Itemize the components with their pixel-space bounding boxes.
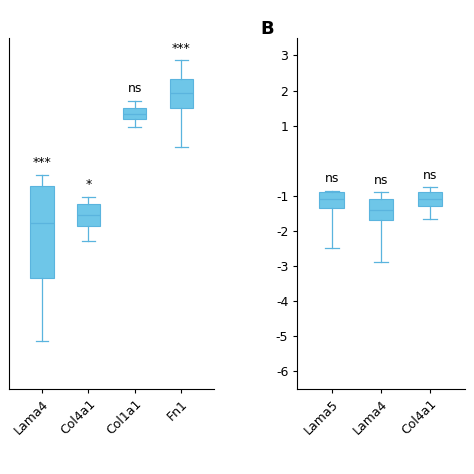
FancyBboxPatch shape — [77, 204, 100, 226]
Text: ***: *** — [172, 42, 191, 55]
FancyBboxPatch shape — [319, 192, 344, 208]
Text: ns: ns — [374, 174, 388, 187]
Text: ***: *** — [33, 156, 51, 169]
Text: ns: ns — [325, 172, 339, 185]
Text: ns: ns — [128, 82, 142, 95]
FancyBboxPatch shape — [30, 186, 54, 278]
FancyBboxPatch shape — [418, 192, 442, 206]
FancyBboxPatch shape — [369, 199, 393, 220]
FancyBboxPatch shape — [170, 79, 193, 108]
Text: B: B — [261, 20, 274, 38]
Text: *: * — [85, 178, 91, 191]
Text: ns: ns — [423, 169, 438, 182]
FancyBboxPatch shape — [123, 108, 146, 119]
